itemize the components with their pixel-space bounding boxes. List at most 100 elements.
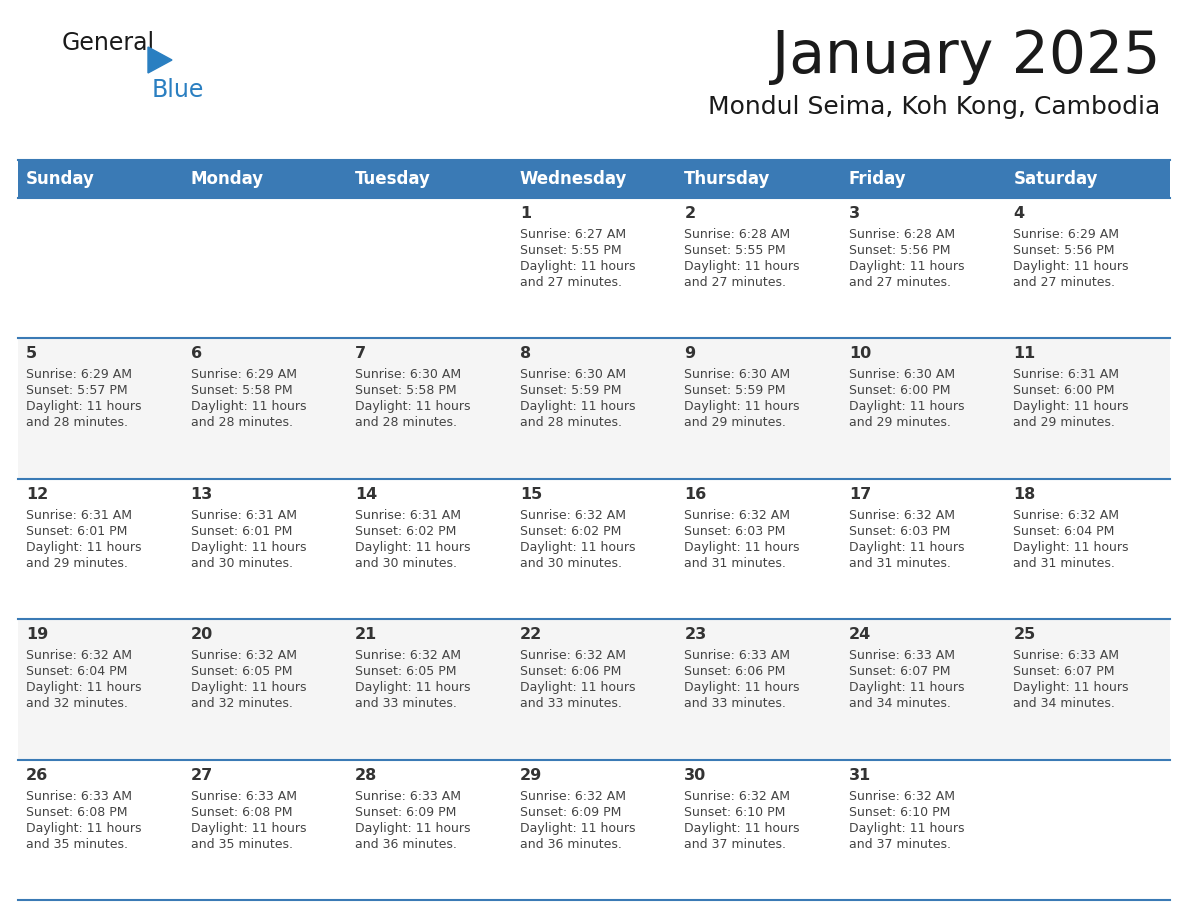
Text: Sunset: 6:02 PM: Sunset: 6:02 PM	[355, 525, 456, 538]
Text: Saturday: Saturday	[1013, 170, 1098, 188]
Text: and 31 minutes.: and 31 minutes.	[1013, 557, 1116, 570]
Text: 23: 23	[684, 627, 707, 643]
Text: Sunrise: 6:33 AM: Sunrise: 6:33 AM	[684, 649, 790, 662]
Text: and 35 minutes.: and 35 minutes.	[26, 837, 128, 851]
Text: Sunset: 6:03 PM: Sunset: 6:03 PM	[684, 525, 785, 538]
Text: Daylight: 11 hours: Daylight: 11 hours	[355, 681, 470, 694]
Text: and 36 minutes.: and 36 minutes.	[355, 837, 457, 851]
Text: 17: 17	[849, 487, 871, 502]
Text: Daylight: 11 hours: Daylight: 11 hours	[355, 822, 470, 834]
Text: and 37 minutes.: and 37 minutes.	[684, 837, 786, 851]
Text: Daylight: 11 hours: Daylight: 11 hours	[519, 400, 636, 413]
Text: Sunrise: 6:31 AM: Sunrise: 6:31 AM	[1013, 368, 1119, 381]
Text: Sunset: 6:04 PM: Sunset: 6:04 PM	[26, 666, 127, 678]
Text: Daylight: 11 hours: Daylight: 11 hours	[190, 681, 307, 694]
Text: and 34 minutes.: and 34 minutes.	[849, 697, 950, 711]
Text: Sunset: 6:01 PM: Sunset: 6:01 PM	[26, 525, 127, 538]
Text: Sunset: 5:55 PM: Sunset: 5:55 PM	[519, 244, 621, 257]
Text: 13: 13	[190, 487, 213, 502]
Text: Sunrise: 6:28 AM: Sunrise: 6:28 AM	[684, 228, 790, 241]
Text: Sunrise: 6:29 AM: Sunrise: 6:29 AM	[1013, 228, 1119, 241]
Text: Daylight: 11 hours: Daylight: 11 hours	[684, 541, 800, 554]
Text: Daylight: 11 hours: Daylight: 11 hours	[684, 400, 800, 413]
Text: 22: 22	[519, 627, 542, 643]
Text: Daylight: 11 hours: Daylight: 11 hours	[1013, 681, 1129, 694]
Text: and 32 minutes.: and 32 minutes.	[26, 697, 128, 711]
Text: Sunset: 6:00 PM: Sunset: 6:00 PM	[849, 385, 950, 397]
Text: Daylight: 11 hours: Daylight: 11 hours	[849, 681, 965, 694]
Text: 6: 6	[190, 346, 202, 362]
Text: 14: 14	[355, 487, 378, 502]
Text: and 33 minutes.: and 33 minutes.	[355, 697, 457, 711]
Bar	[18, 339, 1170, 479]
Text: 31: 31	[849, 767, 871, 783]
Text: and 37 minutes.: and 37 minutes.	[849, 837, 950, 851]
Text: Sunset: 6:03 PM: Sunset: 6:03 PM	[849, 525, 950, 538]
Text: Sunrise: 6:33 AM: Sunrise: 6:33 AM	[849, 649, 955, 662]
Text: and 28 minutes.: and 28 minutes.	[355, 417, 457, 430]
Text: Sunset: 6:09 PM: Sunset: 6:09 PM	[355, 806, 456, 819]
Bar	[18, 759, 1170, 900]
Bar	[18, 479, 1170, 620]
Text: Sunrise: 6:32 AM: Sunrise: 6:32 AM	[26, 649, 132, 662]
Text: Daylight: 11 hours: Daylight: 11 hours	[190, 400, 307, 413]
Text: Wednesday: Wednesday	[519, 170, 627, 188]
Text: Friday: Friday	[849, 170, 906, 188]
Text: 26: 26	[26, 767, 49, 783]
Text: 7: 7	[355, 346, 366, 362]
Text: Sunset: 5:59 PM: Sunset: 5:59 PM	[519, 385, 621, 397]
Text: Sunset: 6:09 PM: Sunset: 6:09 PM	[519, 806, 621, 819]
Text: Sunset: 5:59 PM: Sunset: 5:59 PM	[684, 385, 785, 397]
Text: Daylight: 11 hours: Daylight: 11 hours	[190, 822, 307, 834]
Text: Tuesday: Tuesday	[355, 170, 431, 188]
Text: 12: 12	[26, 487, 49, 502]
Text: Sunset: 6:00 PM: Sunset: 6:00 PM	[1013, 385, 1114, 397]
Text: Daylight: 11 hours: Daylight: 11 hours	[26, 400, 141, 413]
Text: and 27 minutes.: and 27 minutes.	[519, 276, 621, 289]
Text: Sunset: 6:10 PM: Sunset: 6:10 PM	[684, 806, 785, 819]
Text: Sunset: 6:08 PM: Sunset: 6:08 PM	[26, 806, 127, 819]
Text: Sunrise: 6:32 AM: Sunrise: 6:32 AM	[519, 509, 626, 521]
Text: Daylight: 11 hours: Daylight: 11 hours	[355, 400, 470, 413]
Text: Sunrise: 6:32 AM: Sunrise: 6:32 AM	[1013, 509, 1119, 521]
Text: 3: 3	[849, 206, 860, 221]
Text: Sunrise: 6:32 AM: Sunrise: 6:32 AM	[849, 509, 955, 521]
Text: Daylight: 11 hours: Daylight: 11 hours	[849, 400, 965, 413]
Text: Sunset: 6:01 PM: Sunset: 6:01 PM	[190, 525, 292, 538]
Text: Sunrise: 6:32 AM: Sunrise: 6:32 AM	[190, 649, 297, 662]
Text: Sunset: 6:05 PM: Sunset: 6:05 PM	[355, 666, 456, 678]
Text: Daylight: 11 hours: Daylight: 11 hours	[684, 681, 800, 694]
Text: Sunrise: 6:32 AM: Sunrise: 6:32 AM	[684, 789, 790, 802]
Text: 15: 15	[519, 487, 542, 502]
Text: 29: 29	[519, 767, 542, 783]
Text: 24: 24	[849, 627, 871, 643]
Text: Sunset: 5:58 PM: Sunset: 5:58 PM	[355, 385, 456, 397]
Text: and 30 minutes.: and 30 minutes.	[190, 557, 292, 570]
Bar	[18, 198, 1170, 339]
Text: and 30 minutes.: and 30 minutes.	[355, 557, 457, 570]
Text: Daylight: 11 hours: Daylight: 11 hours	[684, 822, 800, 834]
Text: and 29 minutes.: and 29 minutes.	[1013, 417, 1116, 430]
Text: Daylight: 11 hours: Daylight: 11 hours	[355, 541, 470, 554]
Text: 19: 19	[26, 627, 49, 643]
Text: Sunrise: 6:32 AM: Sunrise: 6:32 AM	[519, 789, 626, 802]
Text: and 33 minutes.: and 33 minutes.	[519, 697, 621, 711]
Text: Daylight: 11 hours: Daylight: 11 hours	[519, 681, 636, 694]
Text: Sunday: Sunday	[26, 170, 95, 188]
Text: Sunset: 6:06 PM: Sunset: 6:06 PM	[519, 666, 621, 678]
Text: 9: 9	[684, 346, 695, 362]
Text: Sunset: 6:10 PM: Sunset: 6:10 PM	[849, 806, 950, 819]
Text: Sunrise: 6:33 AM: Sunrise: 6:33 AM	[190, 789, 297, 802]
Text: and 30 minutes.: and 30 minutes.	[519, 557, 621, 570]
Text: Sunrise: 6:32 AM: Sunrise: 6:32 AM	[849, 789, 955, 802]
Bar	[18, 620, 1170, 759]
Text: 1: 1	[519, 206, 531, 221]
Text: 27: 27	[190, 767, 213, 783]
Text: and 29 minutes.: and 29 minutes.	[684, 417, 786, 430]
Text: and 33 minutes.: and 33 minutes.	[684, 697, 786, 711]
Text: and 29 minutes.: and 29 minutes.	[26, 557, 128, 570]
Text: 8: 8	[519, 346, 531, 362]
Text: January 2025: January 2025	[772, 28, 1159, 85]
Text: 18: 18	[1013, 487, 1036, 502]
Text: 16: 16	[684, 487, 707, 502]
